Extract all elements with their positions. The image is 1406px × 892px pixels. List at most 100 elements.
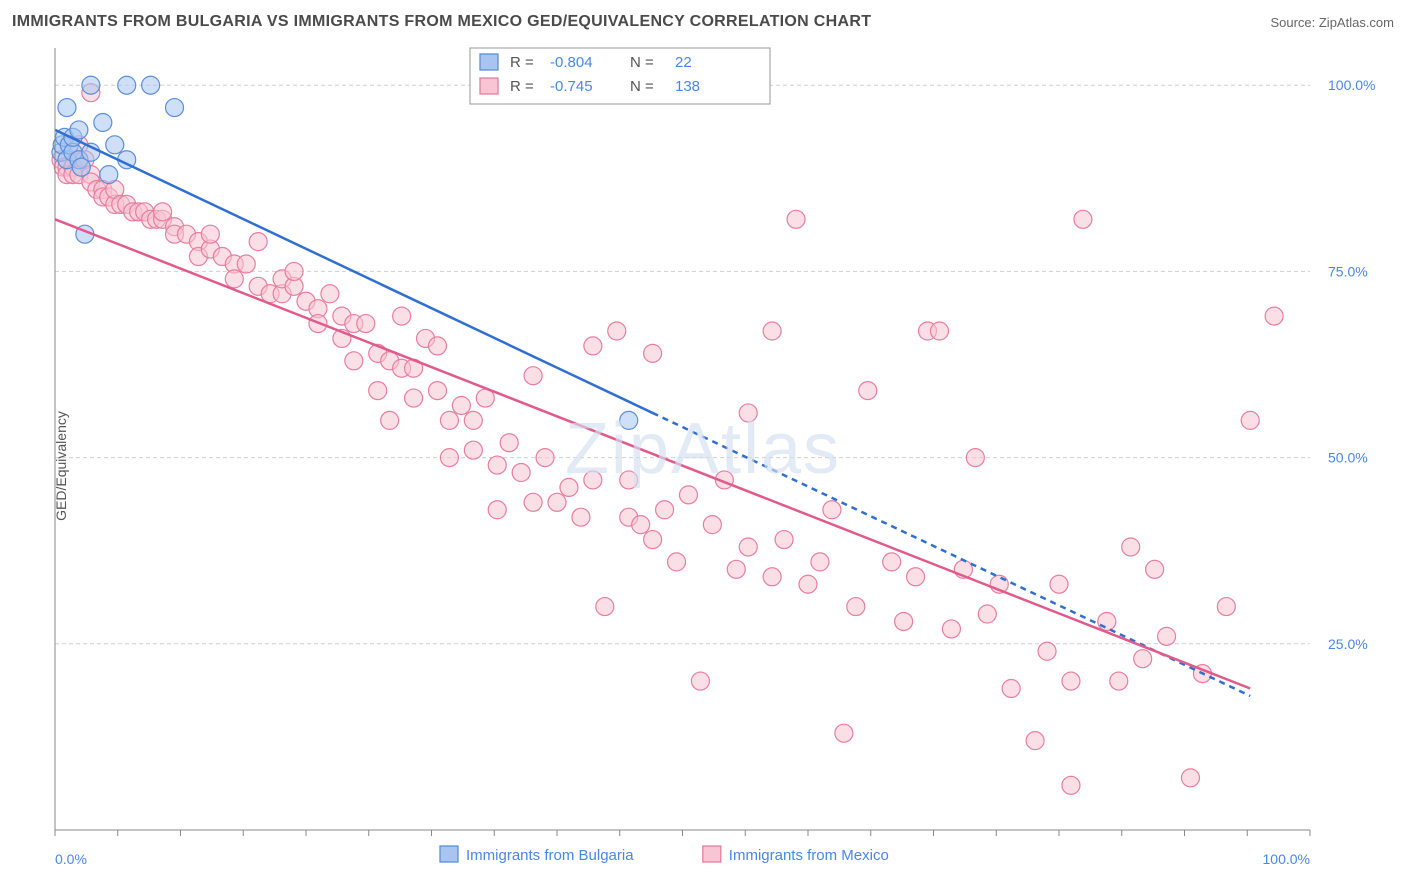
scatter-point: [596, 598, 614, 616]
scatter-point: [584, 337, 602, 355]
legend-swatch: [703, 846, 721, 862]
legend-r-value: -0.804: [550, 54, 593, 71]
scatter-point: [440, 411, 458, 429]
scatter-point: [1098, 612, 1116, 630]
scatter-point: [440, 449, 458, 467]
scatter-point: [560, 478, 578, 496]
scatter-point: [1050, 575, 1068, 593]
legend-r-label: R =: [510, 78, 534, 95]
scatter-point: [883, 553, 901, 571]
scatter-point: [166, 99, 184, 117]
scatter-point: [620, 471, 638, 489]
scatter-point: [524, 493, 542, 511]
scatter-point: [727, 560, 745, 578]
scatter-point: [847, 598, 865, 616]
scatter-point: [357, 315, 375, 333]
scatter-point: [859, 382, 877, 400]
legend-r-value: -0.745: [550, 78, 593, 95]
scatter-point: [225, 270, 243, 288]
scatter-point: [823, 501, 841, 519]
scatter-point: [1038, 642, 1056, 660]
scatter-point: [321, 285, 339, 303]
legend-n-value: 138: [675, 78, 700, 95]
scatter-point: [452, 396, 470, 414]
chart-area: GED/Equivalency ZipAtlas 25.0%50.0%75.0%…: [0, 40, 1406, 892]
scatter-point: [512, 464, 530, 482]
scatter-point: [1217, 598, 1235, 616]
scatter-point: [106, 136, 124, 154]
scatter-point: [488, 456, 506, 474]
scatter-point: [488, 501, 506, 519]
legend-series-label: Immigrants from Bulgaria: [466, 847, 634, 864]
scatter-point: [524, 367, 542, 385]
scatter-point: [464, 441, 482, 459]
scatter-point: [369, 382, 387, 400]
legend-r-label: R =: [510, 54, 534, 71]
scatter-point: [799, 575, 817, 593]
legend-n-value: 22: [675, 54, 692, 71]
scatter-point: [1026, 732, 1044, 750]
scatter-point: [1158, 627, 1176, 645]
legend-swatch: [480, 54, 498, 70]
scatter-point: [966, 449, 984, 467]
scatter-point: [608, 322, 626, 340]
y-tick-label: 25.0%: [1328, 636, 1368, 652]
scatter-point: [118, 76, 136, 94]
scatter-point: [142, 76, 160, 94]
source-label: Source:: [1270, 15, 1318, 30]
legend-n-label: N =: [630, 54, 654, 71]
legend-swatch: [440, 846, 458, 862]
scatter-point: [835, 724, 853, 742]
scatter-point: [632, 516, 650, 534]
x-label-left: 0.0%: [55, 851, 87, 867]
scatter-point: [201, 225, 219, 243]
scatter-point: [428, 337, 446, 355]
chart-svg: 25.0% 50.0% 75.0% 100.0% 0.0% 100.0% R = -0.804…: [0, 40, 1406, 892]
scatter-point: [679, 486, 697, 504]
scatter-point: [1181, 769, 1199, 787]
y-tick-label: 75.0%: [1328, 263, 1368, 279]
scatter-point: [1062, 776, 1080, 794]
y-tick-label: 100.0%: [1328, 77, 1375, 93]
x-label-right: 100.0%: [1263, 851, 1310, 867]
scatter-point: [763, 568, 781, 586]
scatter-point: [739, 404, 757, 422]
scatter-point: [1002, 679, 1020, 697]
scatter-point: [1241, 411, 1259, 429]
scatter-point: [464, 411, 482, 429]
y-tick-label: 50.0%: [1328, 450, 1368, 466]
stats-legend: R = -0.804 N = 22 R = -0.745 N = 138: [470, 48, 770, 104]
scatter-point: [285, 262, 303, 280]
trend-line: [55, 219, 1250, 688]
scatter-point: [907, 568, 925, 586]
scatter-point: [536, 449, 554, 467]
scatter-point: [1110, 672, 1128, 690]
source-value: ZipAtlas.com: [1319, 15, 1394, 30]
legend-series-label: Immigrants from Mexico: [729, 847, 889, 864]
scatter-point: [656, 501, 674, 519]
legend-swatch: [480, 78, 498, 94]
scatter-point: [70, 121, 88, 139]
scatter-point: [584, 471, 602, 489]
scatter-point: [739, 538, 757, 556]
scatter-point: [763, 322, 781, 340]
scatter-point: [1062, 672, 1080, 690]
scatter-point: [94, 113, 112, 131]
scatter-point: [703, 516, 721, 534]
scatter-point: [775, 531, 793, 549]
scatter-point: [249, 233, 267, 251]
scatter-point: [572, 508, 590, 526]
scatter-point: [1134, 650, 1152, 668]
scatter-point: [1074, 210, 1092, 228]
scatter-point: [978, 605, 996, 623]
scatter-point: [381, 411, 399, 429]
source: Source: ZipAtlas.com: [1270, 15, 1394, 30]
scatter-point: [100, 166, 118, 184]
scatter-point: [691, 672, 709, 690]
scatter-point: [393, 307, 411, 325]
scatter-point: [644, 531, 662, 549]
scatter-point: [428, 382, 446, 400]
scatter-point: [942, 620, 960, 638]
scatter-point: [620, 411, 638, 429]
legend-n-label: N =: [630, 78, 654, 95]
